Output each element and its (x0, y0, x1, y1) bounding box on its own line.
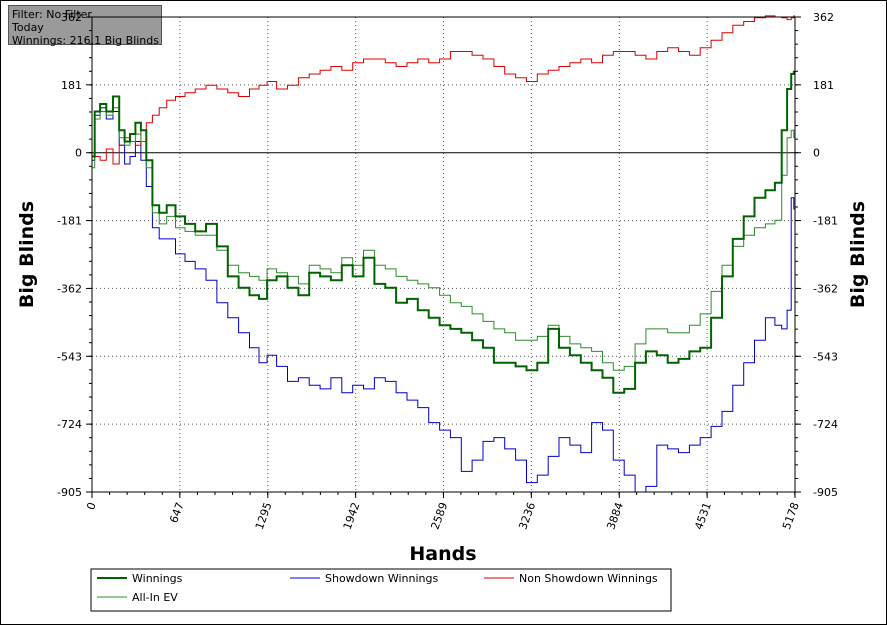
x-tick-label-1: 647 (167, 501, 186, 525)
y-tick-label-left-2: 0 (75, 147, 82, 160)
y-tick-label-left-1: 181 (61, 79, 82, 92)
y-tick-label-right-5: -543 (813, 350, 838, 363)
x-tick-label-3: 1942 (341, 501, 363, 532)
legend-box (90, 568, 672, 612)
axis-ticks (86, 16, 801, 498)
y-tick-label-right-4: -362 (813, 282, 838, 295)
filter-info-box: Filter: No Filter Today Winnings: 216.1 … (8, 5, 162, 47)
x-tick-label-0: 0 (84, 501, 99, 512)
x-tick-label-4: 2589 (429, 501, 451, 532)
y-tick-label-left-4: -362 (57, 282, 82, 295)
y-tick-label-left-5: -543 (57, 350, 82, 363)
y-tick-label-left-0: 362 (61, 11, 82, 24)
legend-label-0: Winnings (132, 572, 183, 585)
y-tick-label-right-2: 0 (813, 147, 820, 160)
x-tick-label-7: 4531 (692, 501, 714, 532)
plot-area-border (91, 16, 796, 493)
date-line: Today (12, 21, 44, 34)
legend-label-2: Non Showdown Winnings (519, 572, 658, 585)
y-tick-label-right-0: 362 (813, 11, 834, 24)
y-tick-labels-left: 362 181 0 -181 -362 -543 -724 -905 (57, 11, 82, 499)
y-axis-title-right: Big Blinds (847, 201, 869, 308)
series-line-all-in-ev (92, 107, 795, 371)
series-line-winnings (92, 70, 795, 394)
y-tick-labels-right: 362 181 0 -181 -362 -543 -724 -905 (813, 11, 838, 499)
y-tick-label-left-3: -181 (57, 215, 82, 228)
x-tick-labels: 0 647 1295 1942 2589 3236 3884 4531 5178 (84, 501, 802, 532)
series-line-showdown-winnings (92, 107, 795, 493)
legend-label-1: Showdown Winnings (325, 572, 439, 585)
x-tick-label-2: 1295 (253, 501, 275, 532)
winnings-line: Winnings: 216.1 Big Blinds (12, 34, 159, 47)
y-tick-label-left-7: -905 (57, 486, 82, 499)
x-axis-title: Hands (409, 543, 476, 565)
x-tick-label-5: 3236 (516, 501, 538, 532)
y-tick-label-right-7: -905 (813, 486, 838, 499)
x-tick-label-8: 5178 (780, 501, 802, 532)
filter-line: Filter: No Filter (12, 8, 92, 21)
x-tick-label-6: 3884 (604, 501, 626, 532)
y-tick-label-left-6: -724 (57, 418, 82, 431)
y-tick-label-right-3: -181 (813, 215, 838, 228)
legend-label-3: All-In EV (132, 591, 178, 604)
y-tick-label-right-6: -724 (813, 418, 838, 431)
series-line-non-showdown-winnings (92, 15, 795, 165)
series-lines (92, 15, 795, 493)
legend: Winnings Showdown Winnings Non Showdown Wi… (90, 568, 672, 612)
y-axis-title-left: Big Blinds (16, 201, 38, 308)
y-tick-label-right-1: 181 (813, 79, 834, 92)
grid-lines (92, 17, 795, 492)
